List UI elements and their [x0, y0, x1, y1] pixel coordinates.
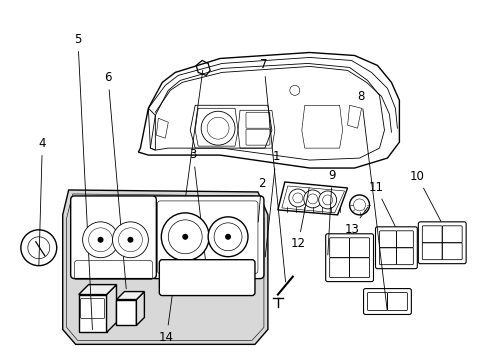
Polygon shape [277, 182, 347, 215]
Circle shape [161, 213, 209, 261]
Text: 11: 11 [368, 181, 394, 226]
FancyBboxPatch shape [363, 289, 410, 315]
Text: 8: 8 [357, 90, 386, 310]
Text: 14: 14 [159, 70, 203, 343]
Text: 13: 13 [344, 207, 367, 236]
Circle shape [21, 230, 57, 266]
FancyBboxPatch shape [417, 222, 465, 264]
Circle shape [224, 234, 230, 240]
Circle shape [127, 237, 133, 243]
Circle shape [208, 217, 247, 257]
Text: 6: 6 [104, 71, 126, 289]
FancyBboxPatch shape [71, 196, 156, 279]
Circle shape [182, 234, 188, 240]
Text: 9: 9 [327, 169, 335, 255]
Polygon shape [136, 292, 144, 325]
Polygon shape [79, 294, 106, 332]
Text: 7: 7 [260, 58, 285, 282]
Text: 10: 10 [409, 170, 440, 221]
Text: 2: 2 [257, 177, 265, 222]
Polygon shape [106, 285, 116, 332]
Circle shape [82, 222, 118, 258]
Polygon shape [116, 292, 144, 300]
FancyBboxPatch shape [375, 227, 416, 269]
FancyBboxPatch shape [159, 260, 254, 296]
Circle shape [288, 189, 306, 207]
Text: 5: 5 [74, 33, 92, 330]
Text: 12: 12 [290, 188, 308, 250]
Polygon shape [116, 300, 136, 325]
Text: 4: 4 [39, 137, 46, 265]
Circle shape [112, 222, 148, 258]
Text: 1: 1 [264, 150, 279, 257]
Polygon shape [79, 285, 116, 294]
FancyBboxPatch shape [151, 196, 264, 279]
Circle shape [349, 195, 369, 215]
Text: 3: 3 [189, 148, 206, 272]
Polygon shape [62, 190, 267, 345]
FancyBboxPatch shape [325, 234, 373, 282]
Circle shape [318, 191, 336, 209]
Circle shape [303, 190, 321, 208]
Circle shape [98, 237, 103, 243]
